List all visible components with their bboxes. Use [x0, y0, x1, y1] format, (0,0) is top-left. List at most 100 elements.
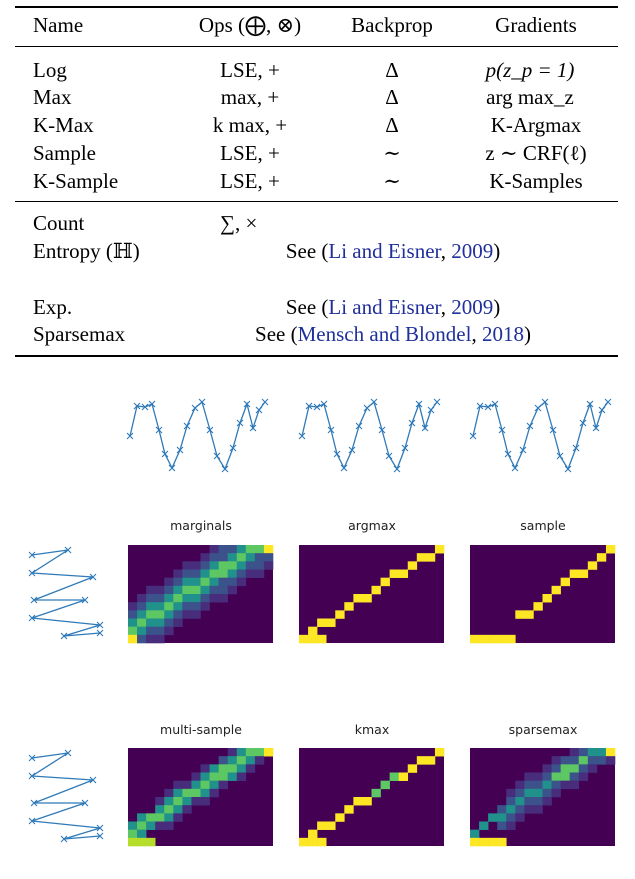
x-marker	[81, 596, 89, 604]
heatmap-cell	[200, 797, 210, 806]
heatmap-cell	[470, 837, 480, 847]
heatmap-cell	[542, 764, 552, 773]
x-marker	[229, 444, 237, 452]
heatmap-cell	[488, 813, 498, 822]
heatmap-cell	[173, 569, 183, 578]
heatmap-cell	[173, 618, 183, 627]
x-marker	[579, 419, 587, 427]
heatmap-cell	[560, 772, 570, 781]
heatmap-cell	[182, 569, 192, 578]
heatmap-cell	[605, 545, 616, 554]
wave-plot-marginals	[126, 398, 269, 473]
caption-argmax: argmax	[348, 518, 396, 533]
heatmap-cell	[173, 594, 183, 603]
heatmap-cell	[353, 594, 363, 603]
header-backprop: Backprop	[351, 13, 433, 37]
row-log-gradients: p(z_p = 1)	[485, 58, 575, 82]
table-header-rule	[15, 46, 618, 47]
heatmap-cell	[497, 813, 507, 822]
x-marker	[592, 424, 600, 432]
heatmap-cell	[146, 585, 156, 595]
citation-year-link[interactable]: 2009	[451, 295, 494, 319]
heatmap-cell	[308, 837, 318, 847]
heatmap-cell	[164, 626, 174, 636]
citation-year-link[interactable]: 2009	[451, 239, 494, 263]
heatmap-cell	[497, 821, 507, 830]
heatmap-cell	[191, 772, 201, 781]
x-marker	[564, 465, 572, 473]
row-ksample-name: K-Sample	[33, 169, 119, 193]
heatmap-cell	[371, 788, 381, 798]
citation-link[interactable]: Mensch and Blondel	[297, 322, 472, 346]
x-marker	[255, 406, 263, 414]
x-marker	[133, 402, 141, 410]
x-marker	[30, 799, 38, 807]
row-sample-gradients: z ∼ CRF(ℓ)	[485, 141, 587, 165]
heatmap-cell	[236, 748, 247, 757]
heatmap-cell	[191, 577, 201, 587]
x-marker	[28, 614, 36, 622]
heatmap-cell	[155, 618, 165, 627]
heatmap-cell	[245, 553, 256, 562]
heatmap-cell	[506, 634, 516, 644]
x-marker	[249, 424, 257, 432]
heatmap-cell	[200, 561, 210, 570]
heatmap-cell	[155, 585, 165, 595]
heatmap-cell	[254, 545, 265, 554]
heatmap-cell	[560, 756, 570, 765]
citation-link[interactable]: Li and Eisner	[328, 239, 441, 263]
row-kmax-name: K-Max	[33, 113, 94, 137]
x-marker	[401, 444, 409, 452]
x-marker	[141, 403, 149, 411]
heatmap-cell	[299, 837, 309, 847]
heatmap-cell	[200, 553, 210, 562]
heatmap-cell	[596, 756, 607, 765]
x-marker	[155, 426, 163, 434]
heatmap-cell	[137, 594, 147, 603]
heatmap-cell	[515, 813, 525, 822]
heatmap-cell	[344, 602, 354, 611]
heatmap-cell	[236, 545, 247, 554]
heatmap-cell	[533, 602, 543, 611]
heatmap-sparsemax	[470, 748, 616, 847]
heatmap-cell	[218, 545, 228, 554]
citation-link[interactable]: Li and Eisner	[328, 295, 441, 319]
row-count-ops: ∑, ×	[220, 211, 258, 235]
heatmap-cell	[164, 577, 174, 587]
heatmap-cell	[236, 561, 247, 570]
heatmap-cell	[344, 805, 354, 814]
heatmap-cell	[218, 772, 228, 781]
heatmap-cell	[497, 837, 507, 847]
heatmap-cell	[155, 821, 165, 830]
x-marker	[213, 452, 221, 460]
x-marker	[355, 422, 363, 430]
heatmap-cell	[470, 634, 480, 644]
heatmap-cell	[236, 569, 247, 578]
heatmap-cell	[245, 545, 256, 554]
heatmap-cell	[200, 772, 210, 781]
heatmap-cell	[182, 585, 192, 595]
heatmap-cell	[308, 634, 318, 644]
row-ksample-ops: LSE, +	[220, 169, 280, 193]
row-log-backprop: Δ	[385, 58, 399, 82]
heatmap-cell	[236, 553, 247, 562]
heatmap-cell	[173, 610, 183, 619]
heatmap-cell	[182, 805, 192, 814]
heatmap-cell	[398, 569, 409, 578]
row-sample-ops: LSE, +	[220, 141, 280, 165]
heatmap-cell	[137, 618, 147, 627]
heatmap-cell	[191, 569, 201, 578]
wave-line	[129, 400, 266, 471]
heatmap-cell	[128, 618, 138, 627]
row-max-ops: max, +	[220, 85, 280, 109]
heatmap-cell	[218, 561, 228, 570]
row-max-gradients: arg max_z	[486, 85, 574, 109]
x-marker	[126, 432, 134, 440]
heatmap-cell	[128, 821, 138, 830]
citation-year-link[interactable]: 2018	[481, 322, 524, 346]
heatmap-cell	[146, 618, 156, 627]
heatmap-cell	[479, 837, 489, 847]
heatmap-cell	[587, 764, 598, 773]
heatmap-cell	[317, 821, 327, 830]
heatmap-cell	[515, 610, 525, 619]
